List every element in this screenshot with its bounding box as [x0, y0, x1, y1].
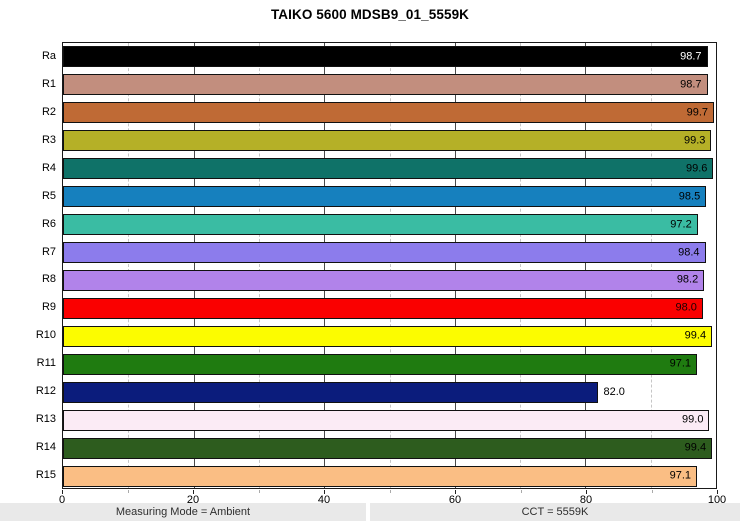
- x-tick: [717, 490, 718, 494]
- bar-r8: 98.2: [63, 269, 705, 291]
- chart-title: TAIKO 5600 MDSB9_01_5559K: [270, 7, 470, 22]
- bar-r10: 99.4: [63, 325, 713, 347]
- bar-ra: 98.7: [63, 46, 708, 68]
- y-axis-label-r10: R10: [35, 329, 56, 342]
- bar-row-ra: 98.7: [63, 43, 716, 71]
- value-label-r15: 97.1: [669, 469, 692, 482]
- bar-r15: 97.1: [63, 465, 698, 487]
- bar-row-r11: 97.1: [63, 350, 716, 378]
- y-axis-label-r6: R6: [41, 217, 56, 230]
- bar-r2: 99.7: [63, 102, 715, 124]
- value-label-r9: 98.0: [675, 301, 697, 314]
- y-axis-labels: Ra R1 R2 R3 R4 R5 R6 R7 R8 R9 R10 R11 R12 R13 R14 R15: [0, 42, 56, 489]
- value-label-r8: 98.2: [676, 273, 699, 286]
- x-tick: [258, 490, 260, 493]
- bar-r7: 98.4: [63, 242, 706, 264]
- x-tick: [324, 490, 325, 494]
- bar-r6: 97.2: [63, 214, 698, 236]
- y-axis-label-r9: R9: [41, 301, 56, 314]
- bar-r14: 99.4: [63, 437, 713, 459]
- bar-row-r3: 99.3: [63, 127, 716, 155]
- y-axis-label-r8: R8: [41, 273, 56, 286]
- bar-r1: 98.7: [63, 74, 708, 96]
- x-tick: [651, 490, 653, 493]
- bar-r5: 98.5: [63, 186, 707, 208]
- minor-gridline: [258, 43, 260, 488]
- y-axis-label-r12: R12: [35, 385, 56, 398]
- value-label-ra: 98.7: [680, 50, 702, 63]
- x-tick: [389, 490, 391, 493]
- bar-row-r6: 97.2: [63, 211, 716, 239]
- y-axis-label-r2: R2: [41, 105, 56, 118]
- bar-row-r14: 99.4: [63, 434, 716, 462]
- bar-row-r9: 98.0: [63, 294, 716, 322]
- x-tick: [586, 490, 587, 494]
- y-axis-label-ra: Ra: [41, 49, 56, 62]
- bar-row-r10: 99.4: [63, 322, 716, 350]
- y-axis-label-r11: R11: [36, 357, 56, 370]
- x-tick: [193, 490, 194, 494]
- bar-row-r13: 99.0: [63, 406, 716, 434]
- value-label-r7: 98.4: [678, 246, 700, 259]
- bar-row-r2: 99.7: [63, 99, 716, 127]
- footer-cct: CCT = 5559K: [370, 503, 740, 521]
- bar-row-r8: 98.2: [63, 267, 716, 295]
- x-tick: [455, 490, 456, 494]
- value-label-r11: 97.1: [669, 357, 692, 370]
- footer-measuring-mode: Measuring Mode = Ambient: [0, 503, 366, 521]
- minor-gridline: [389, 43, 391, 488]
- value-label-r10: 99.4: [684, 329, 707, 342]
- bar-r11: 97.1: [63, 353, 698, 375]
- minor-gridline: [128, 43, 130, 488]
- plot-area: 98.7 98.7 99.7 99.3 99.6 98.5 97.2 98.4 98.2 98.0…: [62, 42, 717, 489]
- bar-r4: 99.6: [63, 158, 714, 180]
- bar-row-r4: 99.6: [63, 155, 716, 183]
- x-tick: [62, 490, 63, 494]
- bar-r3: 99.3: [63, 130, 712, 152]
- y-axis-label-r4: R4: [41, 161, 56, 174]
- y-axis-label-r15: R15: [35, 469, 56, 482]
- major-gridline: [324, 43, 326, 488]
- y-axis-label-r14: R14: [35, 441, 56, 454]
- major-gridline: [585, 43, 587, 488]
- bar-row-r5: 98.5: [63, 183, 716, 211]
- value-label-r14: 99.4: [684, 441, 707, 454]
- value-label-r13: 99.0: [682, 413, 704, 426]
- bar-r9: 98.0: [63, 297, 703, 319]
- y-axis-label-r5: R5: [41, 189, 56, 202]
- y-axis-label-r3: R3: [41, 133, 56, 146]
- y-axis-label-r7: R7: [41, 245, 56, 258]
- y-axis-label-r13: R13: [35, 413, 56, 426]
- bar-row-r12: 82.0: [63, 378, 716, 406]
- bar-row-r15: 97.1: [63, 462, 716, 490]
- bar-row-r1: 98.7: [63, 71, 716, 99]
- footer-bar: Measuring Mode = Ambient CCT = 5559K: [0, 503, 740, 521]
- value-label-r5: 98.5: [678, 190, 701, 203]
- bar-rows: 98.7 98.7 99.7 99.3 99.6 98.5 97.2 98.4 98.2 98.0…: [63, 43, 716, 488]
- value-label-r6: 97.2: [670, 218, 692, 231]
- major-gridline: [454, 43, 456, 488]
- value-label-r2: 99.7: [686, 106, 709, 119]
- minor-gridline: [520, 43, 522, 488]
- x-tick: [127, 490, 129, 493]
- value-label-r1: 98.7: [680, 78, 702, 91]
- y-axis-label-r1: R1: [41, 77, 56, 90]
- bar-r13: 99.0: [63, 409, 710, 431]
- bar-row-r7: 98.4: [63, 239, 716, 267]
- value-label-r4: 99.6: [685, 162, 708, 175]
- value-label-r12: 82.0: [603, 385, 625, 398]
- major-gridline: [193, 43, 195, 488]
- minor-gridline: [650, 43, 652, 488]
- x-tick: [520, 490, 522, 493]
- x-tick-label-0: 0: [58, 494, 66, 506]
- bar-r12: [63, 381, 599, 403]
- value-label-r3: 99.3: [684, 134, 706, 147]
